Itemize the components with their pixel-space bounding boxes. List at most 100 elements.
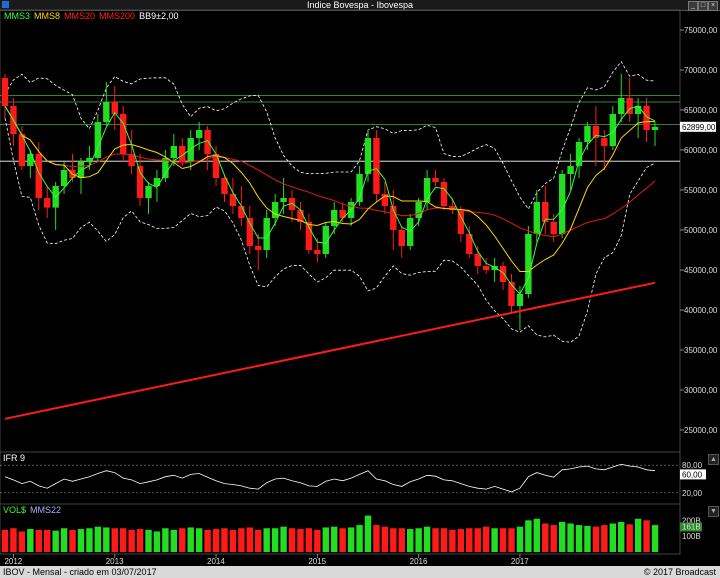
- candle-body: [364, 138, 372, 174]
- app-icon: [2, 1, 9, 8]
- legend-mms8[interactable]: MMS8: [34, 11, 61, 21]
- volume-bar: [52, 530, 59, 552]
- legend-mms200[interactable]: MMS200: [99, 11, 136, 21]
- volume-bar: [10, 528, 17, 552]
- volume-bar: [314, 529, 321, 552]
- volume-bar: [474, 528, 481, 552]
- candle-body: [238, 206, 245, 218]
- ifr-line: [4, 463, 656, 493]
- volume-bar: [229, 529, 237, 552]
- last-price-box: [680, 121, 716, 132]
- volume-bar: [449, 529, 456, 552]
- price-tick-label: 65000,00: [684, 106, 718, 115]
- candle-body: [423, 178, 431, 202]
- volume-bar: [136, 529, 144, 552]
- legend-mms3[interactable]: MMS3: [4, 11, 31, 21]
- volume-bar: [305, 528, 313, 552]
- volume-tick-label: 200B: [682, 516, 701, 525]
- last-price-label: 62899,00: [682, 123, 716, 132]
- candle-body: [634, 106, 642, 114]
- candle-body: [44, 198, 51, 208]
- volume-bar: [103, 527, 110, 552]
- candle-body: [35, 154, 42, 198]
- candle-body: [1, 78, 9, 106]
- volume-tick-label: 161B: [682, 523, 701, 532]
- volume-bar: [86, 528, 93, 552]
- ifr-tick-label: 80,00: [682, 461, 703, 470]
- x-tick-label: 2013: [106, 557, 124, 566]
- candle-body: [584, 126, 591, 142]
- volume-bar: [246, 527, 254, 552]
- ifr-title: IFR 9: [3, 453, 26, 463]
- volume-bar: [542, 523, 549, 552]
- candle-body: [449, 206, 456, 210]
- candle-body: [128, 154, 135, 166]
- legend-bollinger[interactable]: BB9±2,00: [139, 11, 179, 21]
- candle-body: [288, 198, 296, 210]
- x-tick-label: 2015: [308, 557, 326, 566]
- x-tick-label: 2016: [410, 557, 428, 566]
- volume-bar: [440, 528, 448, 552]
- volume-bar: [297, 529, 304, 552]
- volume-bar: [1, 529, 9, 552]
- footer-info: IBOV - Mensal - criado em 03/07/2017: [3, 567, 157, 577]
- price-tick-label: 35000,00: [684, 346, 718, 355]
- candle-body: [271, 202, 279, 218]
- candle-body: [297, 210, 304, 222]
- volume-bar: [162, 528, 169, 552]
- price-tick-label: 60000,00: [684, 146, 718, 155]
- candle-body: [60, 170, 68, 186]
- candle-body: [542, 202, 549, 222]
- volume-bar: [584, 525, 591, 552]
- candle-body: [609, 114, 616, 146]
- mms20-line: [4, 105, 656, 238]
- volume-bar: [533, 518, 541, 552]
- price-tick-label: 70000,00: [684, 66, 718, 75]
- scroll-down-icon[interactable]: ▼: [708, 506, 719, 517]
- candle-body: [145, 186, 152, 198]
- volume-bar: [119, 528, 127, 552]
- candle-body: [440, 182, 448, 206]
- minimize-icon[interactable]: _: [688, 1, 698, 11]
- volume-bar: [255, 529, 262, 552]
- candle-body: [482, 266, 490, 270]
- volume-bar: [558, 521, 566, 552]
- candle-body: [136, 166, 144, 198]
- candle-body: [618, 98, 625, 114]
- scroll-up-icon[interactable]: ▲: [708, 454, 719, 465]
- chart-canvas[interactable]: 75000,00 70000,00 65000,00 60000,00 55000,00…: [0, 0, 720, 566]
- ifr-tick-label: 60,00: [682, 470, 703, 479]
- candle-body: [119, 114, 127, 154]
- volume-bar: [60, 528, 68, 552]
- candle-body: [27, 154, 34, 166]
- volume-bar: [499, 528, 507, 552]
- bollinger-lower-band: [4, 117, 656, 343]
- volume-bar: [508, 528, 515, 552]
- volume-bar: [651, 525, 659, 552]
- volume-bar: [339, 528, 346, 552]
- candle-body: [457, 210, 465, 234]
- volume-bar: [567, 523, 574, 552]
- x-tick-label: 2017: [511, 557, 529, 566]
- candle-body: [415, 202, 422, 218]
- candle-body: [212, 154, 220, 178]
- x-tick-label: 2012: [4, 557, 22, 566]
- close-icon[interactable]: ×: [708, 1, 718, 11]
- volume-bar: [111, 528, 118, 552]
- volume-bar: [27, 529, 34, 552]
- candle-body: [432, 178, 439, 182]
- candle-body: [187, 138, 194, 162]
- candle-body: [179, 146, 186, 162]
- volume-bar: [390, 528, 397, 552]
- volume-bar: [626, 524, 633, 552]
- ifr-last-box: [680, 469, 706, 480]
- volume-bar: [179, 528, 186, 552]
- maximize-icon[interactable]: □: [698, 1, 708, 11]
- candle-body: [322, 226, 329, 254]
- volume-bar: [525, 520, 532, 552]
- candle-body: [339, 210, 346, 218]
- candle-body: [390, 206, 397, 230]
- legend-mms20[interactable]: MMS20: [64, 11, 96, 21]
- ifr-panel-frame: [0, 451, 681, 505]
- candle-body: [516, 294, 524, 306]
